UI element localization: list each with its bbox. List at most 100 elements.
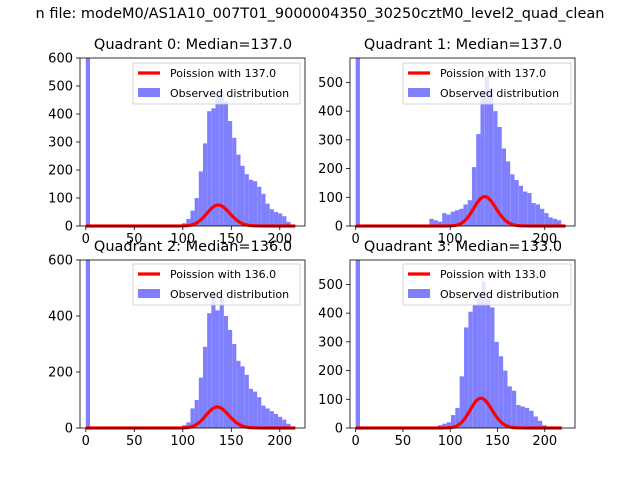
legend-label-observed: Observed distribution (440, 288, 559, 301)
panel-title: Quadrant 0: Median=137.0 (94, 37, 292, 53)
histogram-bar (552, 218, 558, 226)
histogram-bar (211, 293, 216, 428)
legend-bar-swatch (138, 289, 160, 298)
x-tick-label: 150 (485, 434, 510, 449)
histogram-bar (544, 213, 549, 226)
y-tick-label: 400 (318, 105, 343, 120)
histogram-bar (524, 407, 530, 428)
histogram-bar (211, 108, 216, 226)
y-tick-label: 0 (65, 220, 73, 235)
legend-label-poisson: Poission with 137.0 (170, 67, 276, 80)
legend-frame (402, 263, 572, 306)
histogram-bar (232, 137, 237, 226)
y-tick-label: 400 (318, 307, 343, 322)
y-tick-label: 200 (318, 162, 343, 177)
histogram-bar (531, 203, 536, 226)
y-tick-label: 500 (318, 278, 343, 293)
histogram-bar (227, 330, 233, 428)
histogram-bar (257, 397, 262, 428)
histogram-bar (494, 341, 499, 428)
histogram-bar (278, 213, 283, 226)
x-tick-label: 0 (82, 434, 90, 449)
histogram-bar (261, 405, 266, 428)
histogram-bar (472, 304, 478, 428)
histogram-bar (510, 174, 515, 226)
panel-title: Quadrant 3: Median=133.0 (364, 239, 562, 255)
plot-area: 0 50 100 150 200 0 200 400 600 (48, 254, 306, 449)
axes-frame (349, 259, 576, 429)
histogram-bar (223, 316, 228, 428)
legend-label-poisson: Poission with 136.0 (170, 268, 276, 281)
histogram-bar (85, 58, 90, 226)
histogram-bar (355, 260, 361, 428)
x-tick-label: 50 (126, 434, 143, 449)
histogram-bar (207, 313, 212, 428)
histogram-bar (273, 212, 279, 226)
x-tick-label: 100 (170, 232, 195, 247)
histogram-bar (455, 407, 460, 428)
panel-title: Quadrant 2: Median=136.0 (94, 239, 292, 255)
histogram-bar (490, 307, 495, 428)
legend-frame (402, 62, 572, 105)
y-tick-label: 500 (318, 76, 343, 91)
figure-suptitle: n file: modeM0/AS1A10_007T01_9000004350_… (36, 6, 605, 22)
x-tick-label: 100 (438, 434, 463, 449)
histogram-bar (227, 121, 233, 226)
y-tick-label: 500 (48, 80, 73, 95)
histogram-bar (429, 218, 434, 226)
axes-frame (79, 259, 306, 429)
histogram-bar (507, 386, 512, 428)
y-tick-label: 200 (48, 164, 73, 179)
histogram-bar (269, 209, 274, 226)
x-tick-label: 200 (532, 434, 557, 449)
legend: Poission with 133.0 Observed distributio… (402, 263, 572, 306)
histogram-bar (464, 327, 469, 428)
histogram-bar (186, 219, 191, 226)
panel-quadrant-0: Quadrant 0: Median=137.0 0 50 100 150 200 0 10… (48, 37, 306, 247)
histogram-bar (484, 76, 489, 227)
legend: Poission with 137.0 Observed distributio… (402, 62, 572, 105)
y-tick-label: 200 (318, 364, 343, 379)
histogram-bar (471, 167, 477, 226)
histogram-bar (219, 91, 224, 226)
histogram-bar (236, 154, 241, 226)
legend-frame (132, 263, 301, 306)
histogram-bar (450, 211, 455, 226)
histogram-bar (232, 344, 237, 428)
plot-area: 0 50 100 150 200 0 100 200 300 400 500 (318, 259, 576, 449)
histogram-bar (511, 390, 517, 428)
histogram-bar (85, 260, 90, 428)
histogram-bar (207, 111, 212, 226)
x-tick-label: 50 (126, 232, 143, 247)
histogram-bar (523, 191, 528, 226)
histogram-bar (257, 186, 262, 226)
histogram-bar (488, 88, 494, 227)
y-tick-label: 300 (318, 335, 343, 350)
x-tick-label: 100 (170, 434, 195, 449)
legend-label-poisson: Poission with 137.0 (440, 67, 546, 80)
histogram-bar (442, 213, 447, 226)
x-tick-label: 200 (267, 232, 292, 247)
histogram-bar (265, 408, 270, 428)
histogram-bar (537, 420, 543, 428)
histogram-bar (244, 174, 249, 226)
histogram-bar (215, 310, 220, 428)
histogram-bar (248, 179, 254, 226)
x-tick-label: 200 (267, 434, 292, 449)
histogram-bar (286, 423, 291, 428)
histogram-bar (282, 216, 287, 226)
x-tick-label: 0 (82, 232, 90, 247)
legend-label-observed: Observed distribution (170, 87, 289, 100)
histogram-bar (248, 388, 254, 428)
legend-frame (132, 62, 301, 105)
plot-area: 0 100 200 0 100 200 300 400 500 (318, 57, 576, 247)
y-tick-label: 600 (48, 52, 73, 67)
histogram-bar (463, 204, 468, 226)
histogram-bar (442, 423, 447, 428)
panel-quadrant-3: Quadrant 3: Median=133.0 0 50 100 150 200 0 10… (318, 239, 576, 449)
histogram-bar (261, 193, 266, 226)
histogram-bar (433, 220, 438, 226)
histogram-bar (282, 419, 287, 428)
histogram-bar (527, 192, 532, 226)
plot-area: 0 50 100 150 200 0 100 200 300 400 500 600 (48, 52, 306, 247)
